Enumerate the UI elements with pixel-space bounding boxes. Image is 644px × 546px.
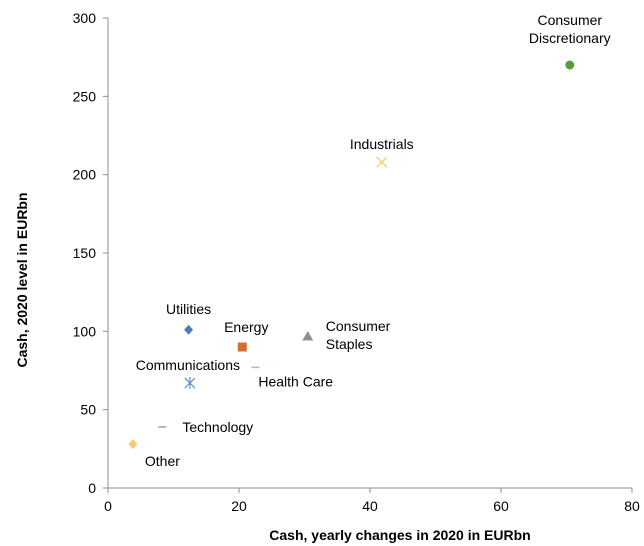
y-tick-label: 50 <box>80 402 96 418</box>
y-tick-label: 150 <box>73 245 97 261</box>
data-label: Consumer Discretionary <box>529 12 611 46</box>
data-point <box>128 439 138 450</box>
y-axis-title: Cash, 2020 level in EURbn <box>14 192 30 367</box>
y-tick-label: 100 <box>73 323 97 339</box>
y-tick-label: 200 <box>73 167 97 183</box>
x-axis-title: Cash, yearly changes in 2020 in EURbn <box>269 527 530 543</box>
y-tick-label: 0 <box>88 480 96 496</box>
data-point <box>565 60 575 70</box>
y-tick-label: 300 <box>73 10 97 26</box>
data-point <box>376 156 388 168</box>
data-label: Health Care <box>258 373 333 389</box>
y-tick-label: 250 <box>73 88 97 104</box>
x-tick-label: 40 <box>362 498 378 514</box>
data-point <box>237 342 247 352</box>
x-tick-label: 60 <box>493 498 509 514</box>
data-label: Communications <box>136 357 240 373</box>
data-label: Other <box>145 453 180 469</box>
data-label: Energy <box>224 319 268 335</box>
data-points <box>128 60 575 450</box>
axes <box>107 18 632 489</box>
x-tick-label: 20 <box>231 498 247 514</box>
data-label: Technology <box>182 419 253 435</box>
data-point <box>184 377 196 390</box>
data-point <box>302 331 314 341</box>
data-labels: Consumer Discretionary Industrials Utilitie… <box>136 12 611 469</box>
data-label: Utilities <box>166 301 211 317</box>
data-label: Industrials <box>350 136 414 152</box>
x-tick-label: 0 <box>104 498 112 514</box>
ticks: 0 50 100 150 200 250 300 0 20 40 60 80 <box>73 10 640 514</box>
data-label: Consumer Staples <box>326 318 391 352</box>
data-point <box>184 324 194 335</box>
x-tick-label: 80 <box>624 498 640 514</box>
